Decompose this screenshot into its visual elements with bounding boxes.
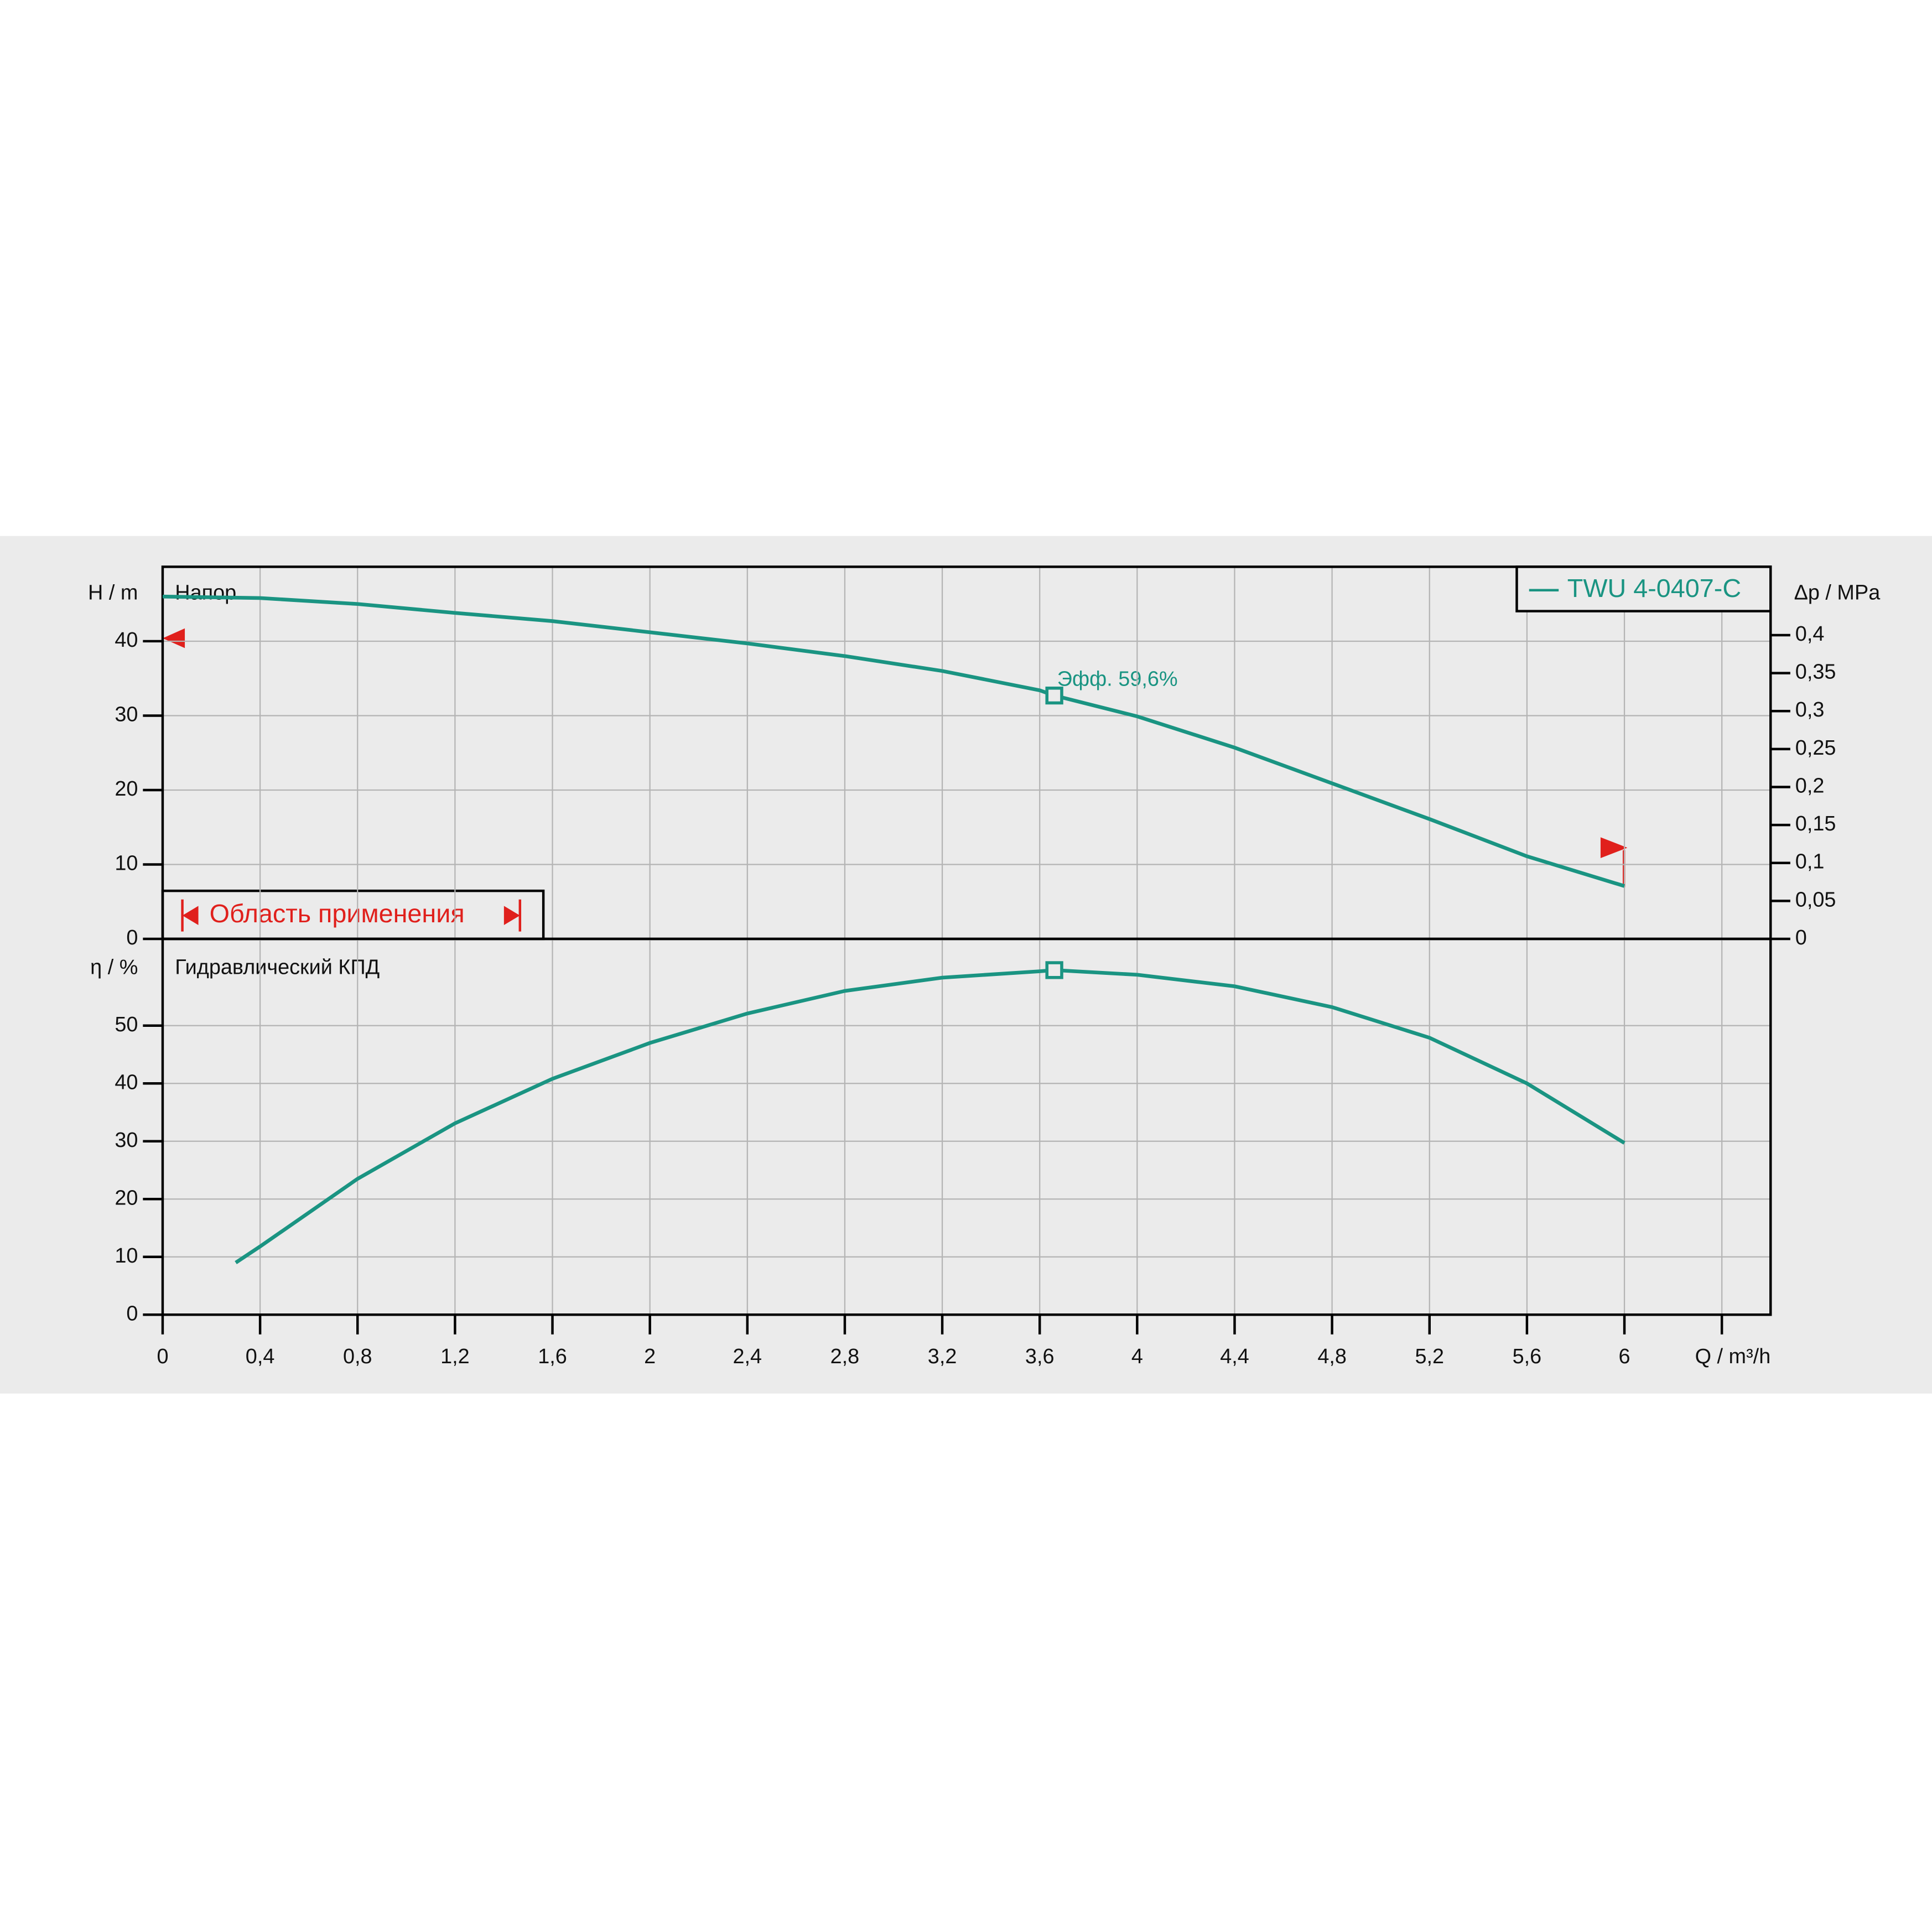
y2-tick-label: 0,15: [1795, 812, 1836, 835]
y2-tick-label: 0,05: [1795, 888, 1836, 911]
y-tick-label: 0: [126, 1302, 138, 1325]
head-title: Напор: [175, 581, 236, 604]
x-tick-label: 4: [1131, 1345, 1143, 1368]
y-tick-label: 40: [115, 1071, 138, 1094]
x-tick-label: 6: [1619, 1345, 1630, 1368]
y-axis-label: η / %: [90, 955, 138, 979]
x-tick-label: 4,8: [1317, 1345, 1347, 1368]
x-tick-label: 5,2: [1415, 1345, 1444, 1368]
operating-point: [1045, 961, 1063, 979]
x-tick-label: 2: [644, 1345, 656, 1368]
x-tick-label: 0: [157, 1345, 168, 1368]
y-tick-label: 20: [115, 777, 138, 801]
x-tick-label: 4,4: [1220, 1345, 1249, 1368]
x-tick-label: 3,2: [928, 1345, 957, 1368]
range-label: Область применения: [210, 899, 465, 928]
annotation: Эфф. 59,6%: [1057, 667, 1178, 690]
y-tick-label: 50: [115, 1013, 138, 1036]
x-axis-label: Q / m³/h: [1695, 1345, 1771, 1368]
x-tick-label: 2,8: [830, 1345, 860, 1368]
y-tick-label: 10: [115, 1244, 138, 1268]
series-line: [162, 594, 1625, 888]
y-tick-label: 20: [115, 1186, 138, 1209]
range-start-flag: [162, 628, 185, 648]
x-tick-label: 5,6: [1513, 1345, 1542, 1368]
y2-tick-label: 0,35: [1795, 661, 1836, 684]
x-tick-label: 3,6: [1025, 1345, 1055, 1368]
y-tick-label: 30: [115, 1129, 138, 1152]
y2-tick-label: 0,25: [1795, 736, 1836, 760]
y-axis-label: H / m: [88, 581, 138, 604]
y-tick-label: 30: [115, 703, 138, 726]
y-tick-label: 10: [115, 851, 138, 875]
plot-frame: [161, 937, 1772, 1316]
y2-tick-label: 0,2: [1795, 774, 1825, 797]
series-line: [235, 968, 1625, 1264]
operating-point: [1045, 687, 1063, 705]
x-tick-label: 1,6: [538, 1345, 567, 1368]
y-tick-label: 40: [115, 629, 138, 652]
y2-tick-label: 0,3: [1795, 698, 1825, 721]
y2-tick-label: 0: [1795, 926, 1807, 949]
y-tick-label: 0: [126, 926, 138, 949]
range-arrows: [181, 899, 522, 932]
panel: [0, 536, 1932, 1394]
x-tick-label: 2,4: [733, 1345, 762, 1368]
y2-tick-label: 0,4: [1795, 622, 1825, 646]
y2-tick-label: 0,1: [1795, 850, 1825, 874]
y2-axis-label: Δp / MPa: [1794, 581, 1881, 604]
eff-title: Гидравлический КПД: [175, 955, 380, 979]
range-box: [161, 889, 545, 941]
x-tick-label: 0,8: [343, 1345, 372, 1368]
x-tick-label: 0,4: [246, 1345, 275, 1368]
legend-box: [1515, 565, 1772, 612]
x-tick-label: 1,2: [440, 1345, 470, 1368]
legend-label: TWU 4-0407-C: [1567, 574, 1741, 603]
